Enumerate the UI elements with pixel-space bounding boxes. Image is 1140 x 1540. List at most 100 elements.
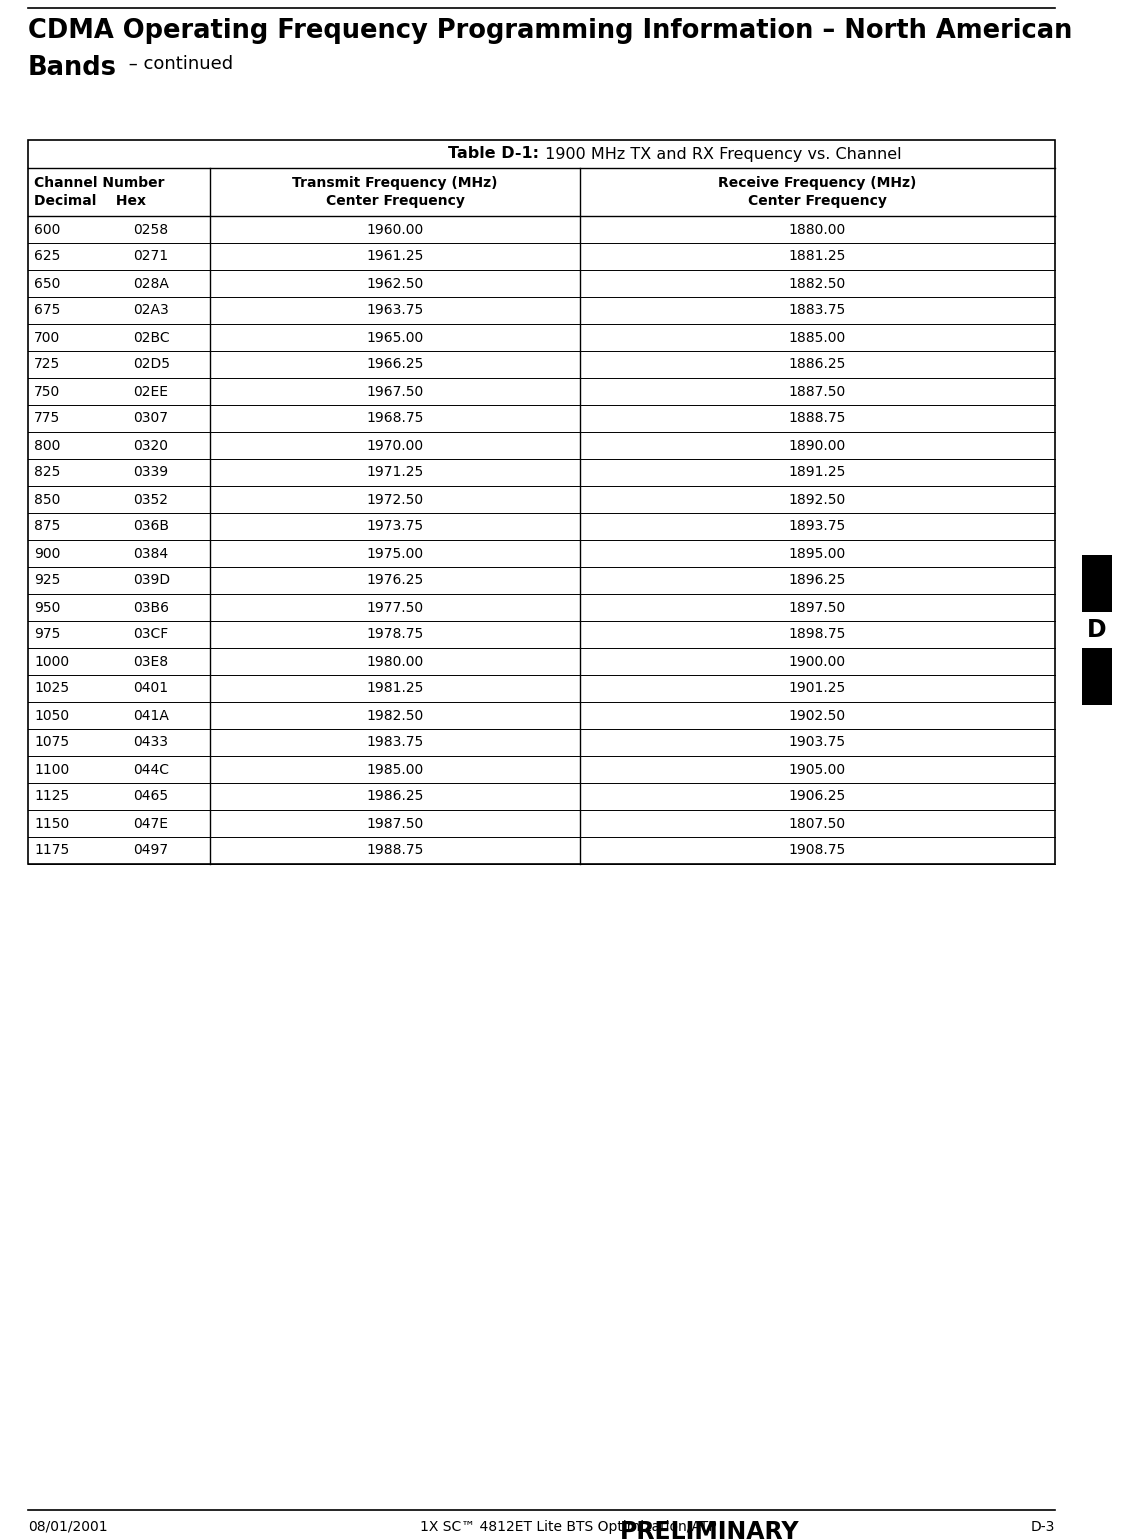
Text: 1970.00: 1970.00 [366, 439, 424, 453]
Text: 041A: 041A [133, 708, 169, 722]
Text: 1900.00: 1900.00 [789, 654, 846, 668]
Text: 1896.25: 1896.25 [789, 573, 846, 587]
Text: 1890.00: 1890.00 [789, 439, 846, 453]
Text: 08/01/2001: 08/01/2001 [28, 1520, 107, 1534]
Text: 1982.50: 1982.50 [366, 708, 424, 722]
Text: 1906.25: 1906.25 [789, 790, 846, 804]
Text: 1985.00: 1985.00 [366, 762, 424, 776]
Text: 1965.00: 1965.00 [366, 331, 424, 345]
Text: 1966.25: 1966.25 [366, 357, 424, 371]
Text: 1881.25: 1881.25 [789, 249, 846, 263]
Text: D-3: D-3 [1031, 1520, 1054, 1534]
Text: 850: 850 [34, 493, 60, 507]
Text: 0352: 0352 [133, 493, 168, 507]
Text: 047E: 047E [133, 816, 168, 830]
Text: 750: 750 [34, 385, 60, 399]
Text: Bands: Bands [28, 55, 117, 82]
Text: 0339: 0339 [133, 465, 168, 479]
Text: CDMA Operating Frequency Programming Information – North American: CDMA Operating Frequency Programming Inf… [28, 18, 1073, 45]
Text: 0465: 0465 [133, 790, 168, 804]
Text: 1125: 1125 [34, 790, 70, 804]
Text: Decimal    Hex: Decimal Hex [34, 194, 146, 208]
Text: 1976.25: 1976.25 [366, 573, 424, 587]
Text: 1978.75: 1978.75 [366, 627, 424, 642]
Text: – continued: – continued [123, 55, 233, 72]
Text: 800: 800 [34, 439, 60, 453]
Text: 1898.75: 1898.75 [789, 627, 846, 642]
Text: 625: 625 [34, 249, 60, 263]
Text: 03E8: 03E8 [133, 654, 168, 668]
Text: 1960.00: 1960.00 [366, 222, 424, 237]
Text: 1000: 1000 [34, 654, 70, 668]
Text: 1902.50: 1902.50 [789, 708, 846, 722]
Text: 1050: 1050 [34, 708, 70, 722]
Text: 825: 825 [34, 465, 60, 479]
Text: 600: 600 [34, 222, 60, 237]
Text: 1975.00: 1975.00 [366, 547, 424, 561]
Text: 1897.50: 1897.50 [789, 601, 846, 614]
Text: 1961.25: 1961.25 [366, 249, 424, 263]
Text: 1981.25: 1981.25 [366, 682, 424, 696]
Text: 0384: 0384 [133, 547, 168, 561]
Text: 1967.50: 1967.50 [366, 385, 424, 399]
Text: 1887.50: 1887.50 [789, 385, 846, 399]
Text: 03CF: 03CF [133, 627, 169, 642]
Text: 775: 775 [34, 411, 60, 425]
Bar [28, 140, 1054, 864]
Text: 1075: 1075 [34, 736, 70, 750]
Text: 1973.75: 1973.75 [366, 519, 424, 533]
Text: 1900 MHz TX and RX Frequency vs. Channel: 1900 MHz TX and RX Frequency vs. Channel [539, 146, 901, 162]
Text: 1963.75: 1963.75 [366, 303, 424, 317]
Text: D: D [1088, 618, 1107, 642]
Text: 1025: 1025 [34, 682, 70, 696]
Text: 1880.00: 1880.00 [789, 222, 846, 237]
Text: 0433: 0433 [133, 736, 168, 750]
Text: 1892.50: 1892.50 [789, 493, 846, 507]
Text: 1886.25: 1886.25 [789, 357, 846, 371]
Bar [1082, 648, 1112, 705]
Text: 875: 875 [34, 519, 60, 533]
Text: 1882.50: 1882.50 [789, 277, 846, 291]
Text: 950: 950 [34, 601, 60, 614]
Text: 0258: 0258 [133, 222, 168, 237]
Text: 1807.50: 1807.50 [789, 816, 846, 830]
Text: 044C: 044C [133, 762, 169, 776]
Text: 0401: 0401 [133, 682, 168, 696]
Text: 1150: 1150 [34, 816, 70, 830]
Text: 1905.00: 1905.00 [789, 762, 846, 776]
Text: 1100: 1100 [34, 762, 70, 776]
Text: 0271: 0271 [133, 249, 168, 263]
Text: 1893.75: 1893.75 [789, 519, 846, 533]
Text: 1175: 1175 [34, 844, 70, 858]
Text: 02EE: 02EE [133, 385, 168, 399]
Text: 1895.00: 1895.00 [789, 547, 846, 561]
Text: 1901.25: 1901.25 [789, 682, 846, 696]
Text: 1908.75: 1908.75 [789, 844, 846, 858]
Text: Table D-1:: Table D-1: [448, 146, 539, 162]
Text: 925: 925 [34, 573, 60, 587]
Text: Center Frequency: Center Frequency [326, 194, 464, 208]
Text: 725: 725 [34, 357, 60, 371]
Text: 1962.50: 1962.50 [366, 277, 424, 291]
Text: Center Frequency: Center Frequency [748, 194, 887, 208]
Text: 1X SC™ 4812ET Lite BTS Optimization/ATP: 1X SC™ 4812ET Lite BTS Optimization/ATP [420, 1520, 717, 1534]
Text: 1971.25: 1971.25 [366, 465, 424, 479]
Text: 700: 700 [34, 331, 60, 345]
Text: 036B: 036B [133, 519, 169, 533]
Text: 02D5: 02D5 [133, 357, 170, 371]
Text: Receive Frequency (MHz): Receive Frequency (MHz) [718, 176, 917, 189]
Text: 0320: 0320 [133, 439, 168, 453]
Text: 0307: 0307 [133, 411, 168, 425]
Text: 1885.00: 1885.00 [789, 331, 846, 345]
Text: 650: 650 [34, 277, 60, 291]
Text: 1891.25: 1891.25 [789, 465, 846, 479]
Bar [1082, 554, 1112, 611]
Text: 1888.75: 1888.75 [789, 411, 846, 425]
Text: 02A3: 02A3 [133, 303, 169, 317]
Text: 039D: 039D [133, 573, 170, 587]
Text: 03B6: 03B6 [133, 601, 169, 614]
Text: 1977.50: 1977.50 [366, 601, 424, 614]
Text: 1968.75: 1968.75 [366, 411, 424, 425]
Text: 1883.75: 1883.75 [789, 303, 846, 317]
Text: 1980.00: 1980.00 [366, 654, 424, 668]
